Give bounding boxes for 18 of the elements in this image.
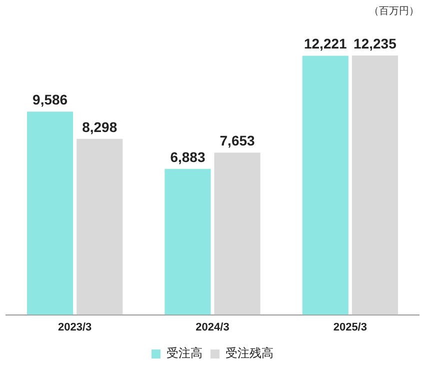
- bar: [76, 138, 123, 315]
- legend-label: 受注残高: [226, 346, 274, 360]
- text: （百万円）: [369, 5, 419, 18]
- legend-label: 受注高: [166, 346, 202, 360]
- data-label: 12,235: [354, 35, 397, 52]
- data-label: 12,221: [304, 36, 348, 52]
- data-label: 7,653: [220, 132, 256, 148]
- bar: [164, 168, 211, 315]
- bar: [27, 112, 74, 315]
- x-tick-label: 2023/3: [58, 321, 92, 334]
- x-tick-label: 2024/3: [196, 321, 230, 334]
- bar: [302, 56, 348, 315]
- x-tick-label: 2025/3: [333, 321, 367, 334]
- data-label: 6,883: [170, 148, 206, 165]
- data-label: 9,586: [32, 91, 68, 108]
- bar: [352, 55, 398, 315]
- bar: [214, 152, 260, 315]
- data-label: 8,298: [82, 118, 118, 135]
